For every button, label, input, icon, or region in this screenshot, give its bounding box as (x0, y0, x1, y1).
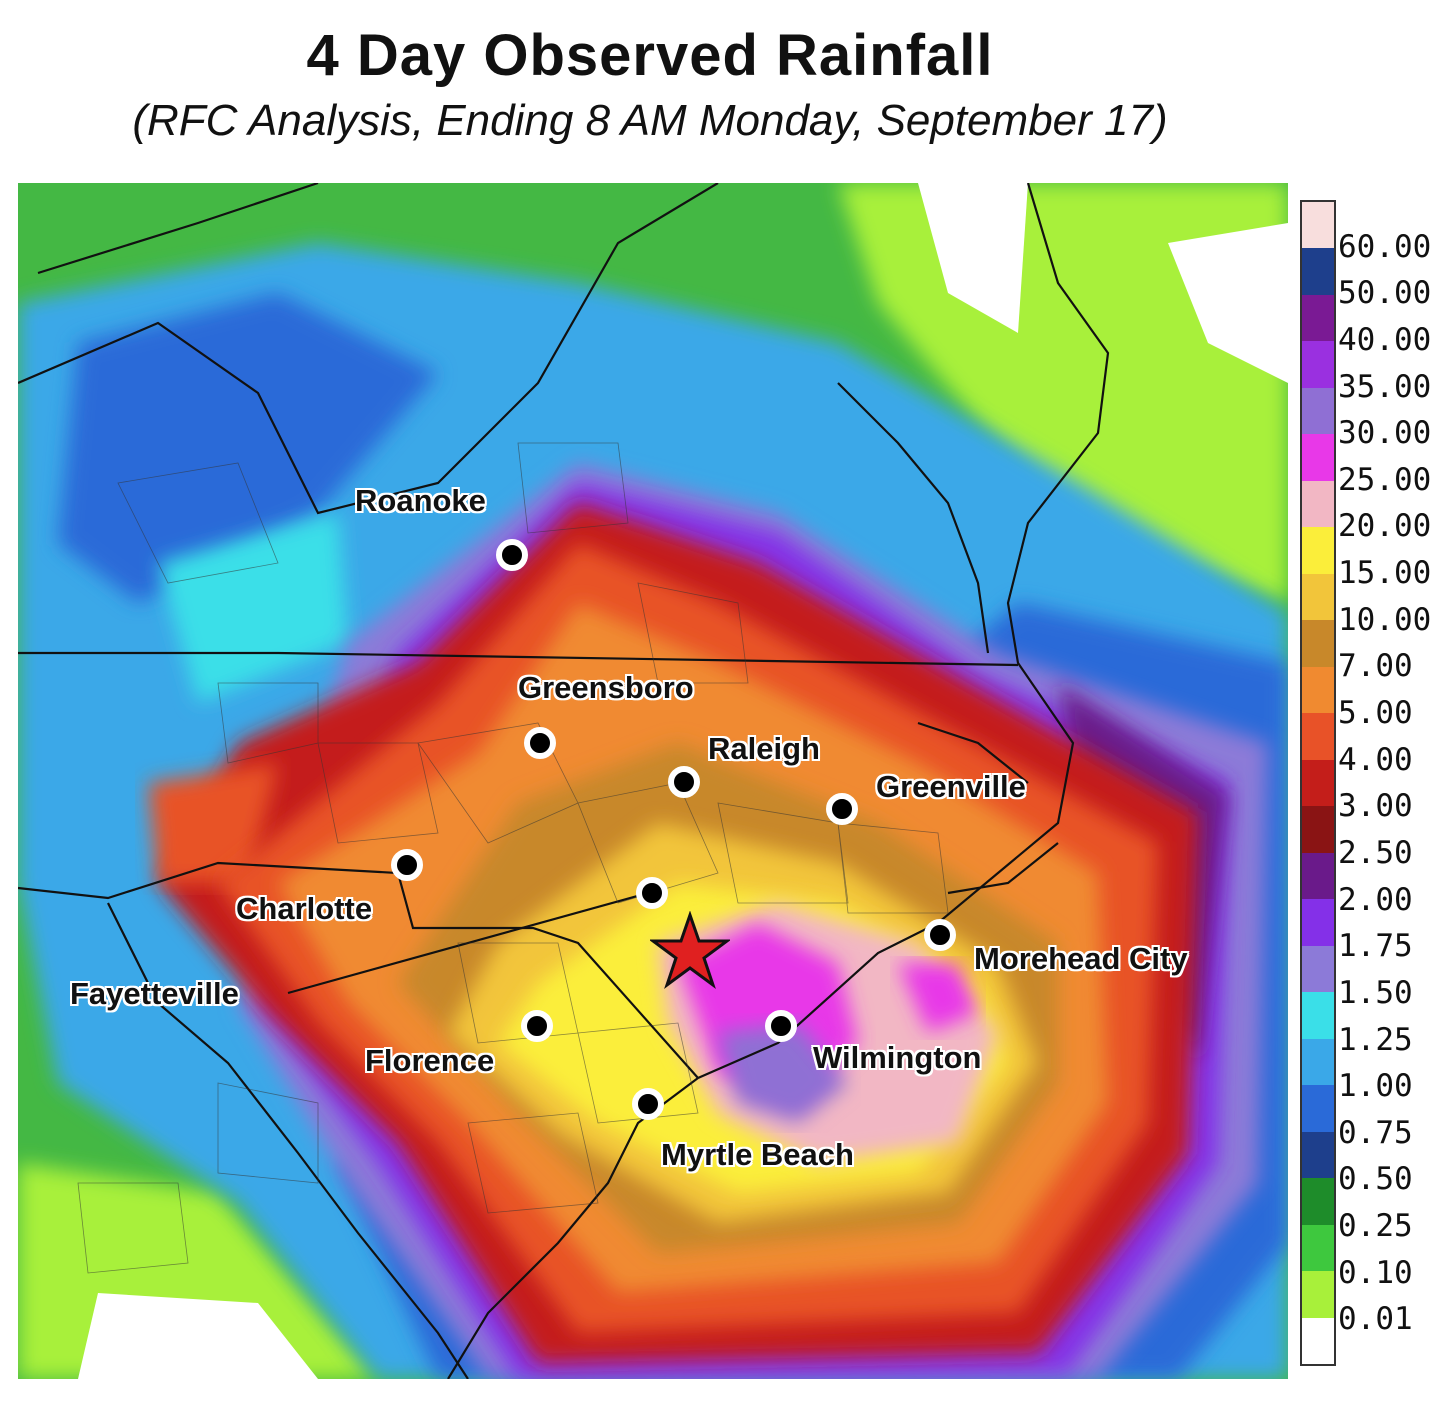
legend-swatch (1302, 387, 1334, 435)
legend-label: 20.00 (1338, 508, 1432, 545)
city-dot-roanoke (496, 539, 528, 571)
legend-label: 1.75 (1338, 928, 1413, 965)
legend-label: 35.00 (1338, 368, 1432, 405)
color-legend (1300, 200, 1336, 1366)
legend-swatch (1302, 527, 1334, 574)
city-label-fayetteville: Fayetteville (70, 976, 239, 1011)
city-label-morehead-city: Morehead City (974, 941, 1188, 976)
legend-swatch (1302, 945, 1334, 993)
legend-label: 0.25 (1338, 1208, 1413, 1245)
legend-swatch (1302, 1271, 1334, 1318)
legend-label: 0.75 (1338, 1114, 1413, 1151)
city-label-raleigh: Raleigh (708, 731, 820, 766)
legend-label: 7.00 (1338, 648, 1413, 685)
legend-label: 0.10 (1338, 1254, 1413, 1291)
city-label-charlotte: Charlotte (236, 891, 373, 926)
legend-label: 1.00 (1338, 1068, 1413, 1105)
city-label-roanoke: Roanoke (355, 483, 486, 518)
city-dot-fayetteville (636, 877, 668, 909)
legend-swatch (1302, 806, 1334, 853)
legend-label: 1.25 (1338, 1021, 1413, 1058)
city-label-myrtle-beach: Myrtle Beach (661, 1137, 854, 1172)
legend-swatch (1302, 434, 1334, 481)
legend-swatch (1302, 1178, 1334, 1225)
legend-label: 60.00 (1338, 228, 1432, 265)
legend-swatch (1302, 899, 1334, 946)
legend-swatch (1302, 248, 1334, 295)
star-icon (650, 911, 730, 990)
legend-label: 2.00 (1338, 881, 1413, 918)
legend-swatch (1302, 1131, 1334, 1179)
legend-label: 5.00 (1338, 695, 1413, 732)
legend-label: 3.00 (1338, 788, 1413, 825)
legend-label: 0.50 (1338, 1161, 1413, 1198)
legend-swatch (1302, 992, 1334, 1039)
legend-label: 15.00 (1338, 555, 1432, 592)
legend-swatch (1302, 480, 1334, 528)
legend-swatch (1302, 202, 1334, 249)
city-dot-greensboro (524, 727, 556, 759)
city-dot-greenville (826, 793, 858, 825)
legend-swatch (1302, 294, 1334, 342)
map-subtitle: (RFC Analysis, Ending 8 AM Monday, Septe… (132, 96, 1168, 145)
rainfall-contours (18, 183, 1288, 1379)
legend-label: 4.00 (1338, 741, 1413, 778)
legend-label: 30.00 (1338, 415, 1432, 452)
map-title: 4 Day Observed Rainfall (306, 23, 994, 88)
city-dot-raleigh (668, 766, 700, 798)
legend-label: 25.00 (1338, 461, 1432, 498)
city-label-greensboro: Greensboro (518, 670, 694, 705)
legend-swatch (1302, 620, 1334, 667)
city-dot-wilmington (765, 1010, 797, 1042)
legend-swatch (1302, 341, 1334, 388)
legend-swatch (1302, 759, 1334, 807)
city-label-greenville: Greenville (876, 769, 1026, 804)
legend-label: 40.00 (1338, 321, 1432, 358)
city-label-florence: Florence (365, 1043, 495, 1078)
city-dot-charlotte (391, 849, 423, 881)
legend-swatch (1302, 1085, 1334, 1132)
legend-swatch (1302, 713, 1334, 760)
legend-swatch (1302, 1038, 1334, 1086)
rainfall-map: Roanoke Greensboro Raleigh Greenville Ch… (18, 183, 1288, 1379)
city-label-wilmington: Wilmington (813, 1040, 982, 1075)
legend-swatch (1302, 1317, 1334, 1365)
legend-label: 1.50 (1338, 974, 1413, 1011)
legend-label: 50.00 (1338, 275, 1432, 312)
legend-swatch (1302, 1224, 1334, 1272)
legend-swatch (1302, 573, 1334, 621)
legend-label: 10.00 (1338, 601, 1432, 638)
legend-label: 2.50 (1338, 834, 1413, 871)
city-dot-morehead-city (924, 919, 956, 951)
city-dot-myrtle-beach (632, 1088, 664, 1120)
legend-swatch (1302, 666, 1334, 714)
legend-label: 0.01 (1338, 1301, 1413, 1338)
legend-swatch (1302, 852, 1334, 900)
city-dot-florence (521, 1010, 553, 1042)
